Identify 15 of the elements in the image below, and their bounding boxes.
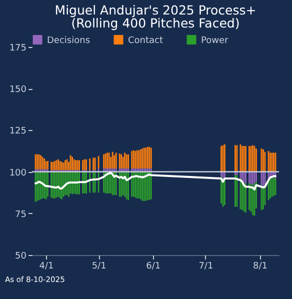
y-tick-label: 75 xyxy=(15,210,26,220)
x-tick-label: 7/1 xyxy=(198,262,214,272)
x-tick-label: 5/1 xyxy=(92,262,106,272)
x-tick-label: 4/1 xyxy=(39,262,54,272)
legend-label: Power xyxy=(201,36,229,46)
chart-title: Miguel Andujar's 2025 Process+ (Rolling 400 Pitches Faced) xyxy=(54,2,256,30)
y-tick-label: 50 xyxy=(15,252,27,262)
y-tick-label: 125 xyxy=(9,126,26,137)
x-tick-label: 6/1 xyxy=(146,262,161,272)
legend-label: Decisions xyxy=(47,36,90,46)
legend-label: Contact xyxy=(128,36,164,46)
y-tick-label: 100 xyxy=(9,168,27,178)
y-tick-label: 175 xyxy=(9,44,26,54)
x-tick-label: 8/1 xyxy=(252,262,268,272)
y-tick-label: 150 xyxy=(9,85,27,96)
